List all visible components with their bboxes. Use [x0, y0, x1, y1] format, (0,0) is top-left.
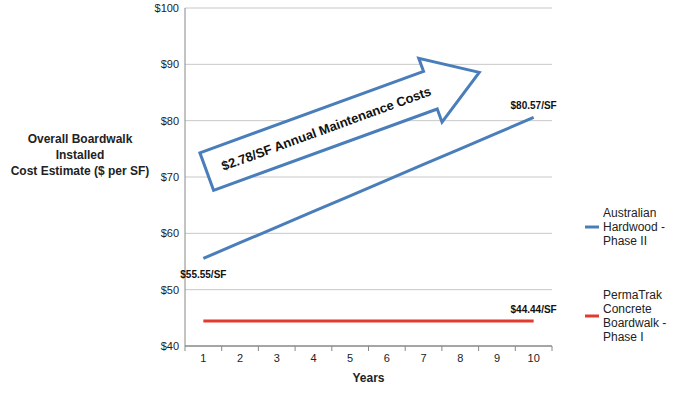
x-tick	[221, 346, 222, 351]
x-tick	[515, 346, 516, 351]
x-tick-label: 1	[200, 352, 206, 364]
legend-label-line: Boardwalk -	[603, 316, 666, 330]
x-axis-title: Years	[352, 371, 384, 385]
y-axis-title: Overall Boardwalk Installed Cost Estimate …	[11, 132, 150, 178]
x-tick-label: 5	[347, 352, 353, 364]
grid-line	[185, 289, 552, 290]
legend-swatch	[585, 315, 599, 318]
x-tick	[368, 346, 369, 351]
x-tick	[185, 346, 186, 351]
x-tick	[258, 346, 259, 351]
y-axis-title-line: Installed	[56, 148, 105, 162]
y-tick-label: $80	[161, 115, 179, 127]
arrow-shape	[195, 40, 491, 203]
y-axis	[185, 8, 186, 346]
annotation-arrow: $2.78/SF Annual Maintenance Costs	[195, 40, 491, 203]
x-tick	[552, 346, 553, 351]
series-line	[203, 117, 533, 258]
x-tick-label: 6	[384, 352, 390, 364]
x-tick-label: 8	[457, 352, 463, 364]
x-tick	[405, 346, 406, 351]
y-tick-label: $100	[155, 2, 179, 14]
y-axis-title-line: Overall Boardwalk	[28, 132, 133, 146]
y-tick-label: $60	[161, 227, 179, 239]
grid-line	[185, 64, 552, 65]
x-tick-label: 3	[274, 352, 280, 364]
legend-label-line: Australian	[603, 206, 656, 220]
x-tick	[331, 346, 332, 351]
legend-label-line: Phase II	[603, 234, 647, 248]
grid-line	[185, 8, 552, 9]
legend-swatch	[585, 226, 599, 229]
x-tick-label: 7	[420, 352, 426, 364]
y-tick-label: $50	[161, 284, 179, 296]
annotation: $2.78/SF Annual Maintenance Costs	[219, 84, 433, 174]
x-tick	[478, 346, 479, 351]
y-tick-label: $40	[161, 340, 179, 352]
data-label: $44.44/SF	[511, 304, 557, 315]
legend-label-line: Concrete	[603, 302, 652, 316]
legend-label: AustralianHardwood -Phase II	[603, 206, 665, 248]
x-tick	[441, 346, 442, 351]
data-label: $55.55/SF	[180, 269, 226, 280]
y-tick-label: $70	[161, 171, 179, 183]
legend-label-line: Phase I	[603, 330, 644, 344]
legend-label-line: Hardwood -	[603, 220, 665, 234]
legend-label: PermaTrakConcreteBoardwalk -Phase I	[603, 288, 666, 344]
y-tick-label: $90	[161, 58, 179, 70]
chart: $40 $50 $60 $70 $80 $90 $100 1 2 3 4 5 6 7 8 9 10 Years Ov…	[0, 0, 699, 395]
y-axis-title-line: Cost Estimate ($ per SF)	[11, 164, 150, 178]
series-line	[203, 319, 533, 322]
x-tick-label: 4	[310, 352, 316, 364]
grid-line	[185, 233, 552, 234]
x-tick-label: 10	[528, 352, 540, 364]
plot-area	[203, 117, 533, 321]
x-tick	[295, 346, 296, 351]
x-tick-label: 9	[494, 352, 500, 364]
legend-label-line: PermaTrak	[603, 288, 663, 302]
x-tick-label: 2	[237, 352, 243, 364]
data-label: $80.57/SF	[511, 100, 557, 111]
